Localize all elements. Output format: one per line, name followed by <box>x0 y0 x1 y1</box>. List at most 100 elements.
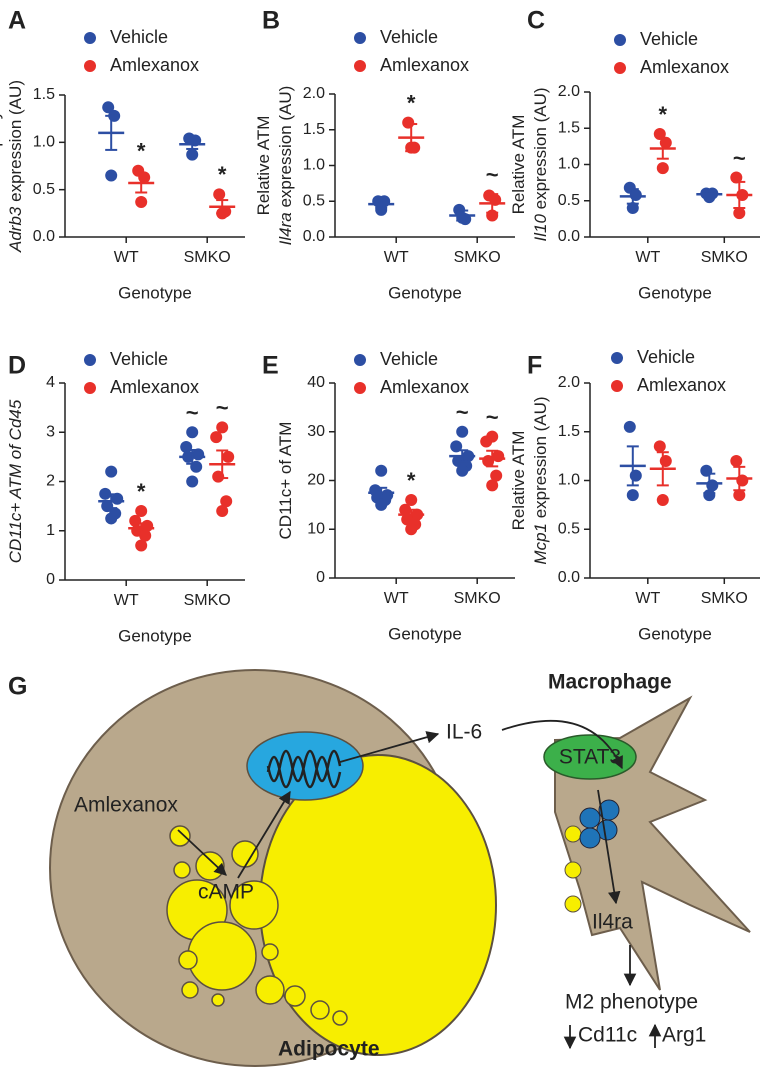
y-tick-label: 0.5 <box>558 192 580 209</box>
data-point <box>653 128 666 141</box>
y-axis-label-part: CD11c+ ATM of Cd45 <box>6 399 25 563</box>
y-axis-label: Adrb3 expression (AU) <box>6 80 25 253</box>
data-point <box>213 188 226 201</box>
data-point <box>480 435 493 448</box>
data-point <box>220 495 233 508</box>
data-point <box>102 101 115 114</box>
data-point <box>405 494 418 506</box>
legend-label: Amlexanox <box>110 55 199 75</box>
x-tick-label: WT <box>384 590 409 607</box>
y-tick-label: 1.5 <box>303 121 325 138</box>
error-bar <box>733 465 746 492</box>
y-tick-label: 3 <box>46 423 55 440</box>
x-tick-label: SMKO <box>454 590 501 607</box>
significance-mark: * <box>137 139 146 164</box>
source-label: Adipocyte <box>278 1038 380 1061</box>
y-tick-label: 1.5 <box>558 423 580 440</box>
data-point <box>656 494 669 506</box>
error-bar <box>186 138 199 150</box>
panel-label: A <box>8 7 26 35</box>
y-axis-label: Relative ATM <box>509 431 528 531</box>
y-tick-label: 1 <box>46 522 55 539</box>
data-point <box>216 421 229 434</box>
significance-mark: ~ <box>216 395 229 420</box>
y-axis-label-part: Relative ATM <box>509 115 528 215</box>
data-point <box>730 171 743 184</box>
y-tick-label: 0.5 <box>303 192 325 209</box>
y-tick-label: 4 <box>46 374 55 391</box>
arrows <box>177 719 662 1050</box>
data-point <box>105 169 118 182</box>
y-axis-label: Relative ATM <box>254 116 273 216</box>
significance-mark: * <box>137 479 146 504</box>
legend-label: Vehicle <box>640 29 698 49</box>
data-point <box>623 420 636 433</box>
error-bar <box>656 451 669 487</box>
granules <box>579 799 620 849</box>
y-tick-label: 2.0 <box>303 85 325 102</box>
significance-mark: * <box>218 162 227 187</box>
data-point <box>490 469 503 482</box>
y-tick-label: 0.0 <box>558 569 580 586</box>
legend-marker <box>611 352 623 364</box>
panel-label: E <box>262 352 279 380</box>
legend-label: Vehicle <box>380 27 438 47</box>
x-tick-label: WT <box>114 592 139 609</box>
y-axis-label: Il4ra expression (AU) <box>276 86 295 246</box>
legend-marker <box>614 62 626 74</box>
data-point <box>736 474 749 487</box>
data-point <box>629 188 642 201</box>
data-point <box>700 464 713 477</box>
dna <box>266 749 342 789</box>
significance-mark: * <box>407 468 416 493</box>
y-axis-label-part: expression (AU) <box>531 87 550 214</box>
y-tick-label: 20 <box>307 472 325 489</box>
data-point <box>733 207 746 220</box>
x-axis-label: Genotype <box>118 626 192 645</box>
data-point <box>402 116 415 129</box>
significance-mark: ~ <box>486 162 499 187</box>
data-point <box>186 475 199 488</box>
macrophage-droplets <box>564 825 582 913</box>
error-bar <box>105 114 118 151</box>
diagram: G Amlexanox cAMP IL-6 Macrophage <box>8 669 751 1067</box>
y-tick-label: 1.0 <box>303 157 325 174</box>
y-tick-label: 0 <box>316 569 325 586</box>
error-bar <box>703 190 716 199</box>
data-point <box>375 464 388 477</box>
y-axis-label-part: Il4ra <box>276 212 295 245</box>
outcome-label: M2 phenotype <box>565 991 698 1014</box>
y-tick-label: 1.0 <box>33 134 55 151</box>
data-point <box>222 450 235 463</box>
y-tick-label: 0.0 <box>33 228 55 245</box>
error-bar <box>456 209 469 222</box>
legend-label: Vehicle <box>110 27 168 47</box>
error-bar <box>405 508 418 521</box>
error-bar <box>733 180 746 209</box>
significance-mark: ~ <box>733 145 746 170</box>
y-axis-label: Relative adipocyte <box>0 97 3 236</box>
marker-up: Arg1 <box>662 1024 706 1047</box>
data-point <box>186 426 199 439</box>
y-tick-label: 2.0 <box>558 83 580 100</box>
y-axis-label: Mcp1 expression (AU) <box>531 396 550 564</box>
data-point <box>626 202 639 214</box>
error-bar <box>703 472 716 495</box>
panel-label: C <box>527 7 545 35</box>
x-tick-label: WT <box>635 590 660 607</box>
y-axis-label-part: expression (AU) <box>276 86 295 213</box>
data-point <box>626 489 639 502</box>
panel-label: G <box>8 673 27 701</box>
legend-label: Vehicle <box>637 347 695 367</box>
x-axis-label: Genotype <box>388 624 462 643</box>
y-axis-label-part: Relative ATM <box>509 431 528 531</box>
x-tick-label: WT <box>384 249 409 266</box>
y-tick-label: 2.0 <box>558 374 580 391</box>
legend-marker <box>84 382 96 394</box>
panel-label: F <box>527 352 542 380</box>
legend-marker <box>354 382 366 394</box>
significance-mark: ~ <box>186 400 199 425</box>
x-tick-label: SMKO <box>701 590 748 607</box>
y-tick-label: 40 <box>307 374 325 391</box>
data-point <box>629 469 642 482</box>
